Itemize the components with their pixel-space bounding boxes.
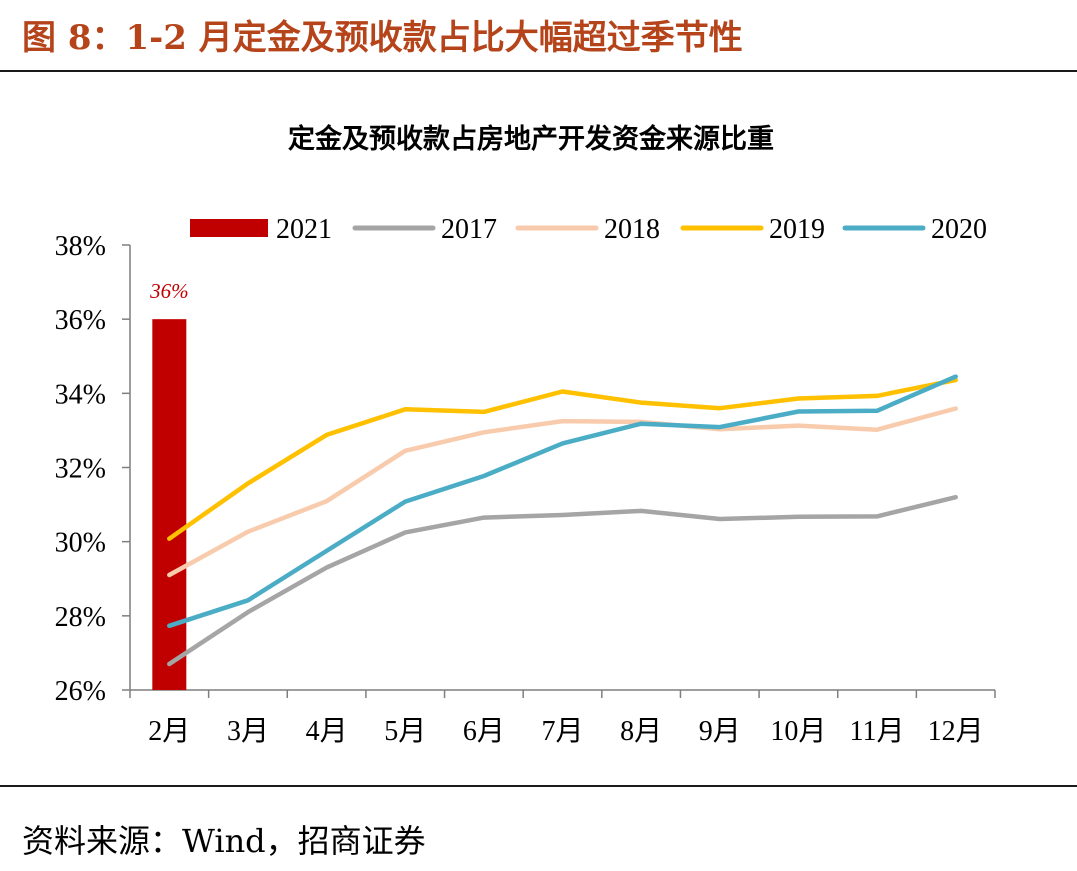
top-rule xyxy=(0,70,1077,72)
x-tick-label: 11月 xyxy=(850,716,905,747)
x-tick-label: 5月 xyxy=(384,716,426,747)
x-tick-label: 10月 xyxy=(770,716,826,747)
x-tick-label: 9月 xyxy=(699,716,741,747)
bar-2021 xyxy=(152,319,187,690)
y-tick-label: 30% xyxy=(55,528,106,559)
chart-title: 定金及预收款占房地产开发资金来源比重 xyxy=(288,123,774,155)
y-tick-label: 38% xyxy=(55,231,106,262)
legend-label-2019: 2019 xyxy=(769,214,825,245)
x-tick-label: 12月 xyxy=(928,716,984,747)
x-tick-label: 7月 xyxy=(541,716,583,747)
source-note: 资料来源：Wind，招商证券 xyxy=(22,822,426,860)
x-tick-label: 6月 xyxy=(463,716,505,747)
y-tick-label: 34% xyxy=(55,379,106,410)
legend: 2021 2017 2018 2019 2020 xyxy=(190,214,987,245)
figure-title: 图 8：1-2 月定金及预收款占比大幅超过季节性 xyxy=(22,18,743,58)
legend-label-2017: 2017 xyxy=(441,214,497,245)
x-tick-label: 3月 xyxy=(227,716,269,747)
legend-label-2018: 2018 xyxy=(604,214,660,245)
legend-label-2020: 2020 xyxy=(931,214,987,245)
plot-area: 26% 28% 30% 32% 34% 36% 38% 2月 3月 4月 5月 6月 7月 8月 9月 10月… xyxy=(55,231,996,747)
bar-data-label: 36% xyxy=(149,279,189,303)
y-tick-label: 32% xyxy=(55,454,106,485)
series-line-2020 xyxy=(167,374,958,629)
x-tick-label: 2月 xyxy=(148,716,190,747)
y-tick-label: 26% xyxy=(55,676,106,707)
series-line-2018 xyxy=(167,406,958,578)
series-line-2017 xyxy=(167,494,958,667)
series-line-2019 xyxy=(167,377,958,541)
y-tick-label: 28% xyxy=(55,602,106,633)
y-tick-label: 36% xyxy=(55,305,106,336)
x-tick-label: 8月 xyxy=(620,716,662,747)
x-tick-label: 4月 xyxy=(306,716,348,747)
legend-label-2021: 2021 xyxy=(276,214,332,245)
bottom-rule xyxy=(0,785,1077,787)
legend-swatch-2021 xyxy=(190,219,268,237)
